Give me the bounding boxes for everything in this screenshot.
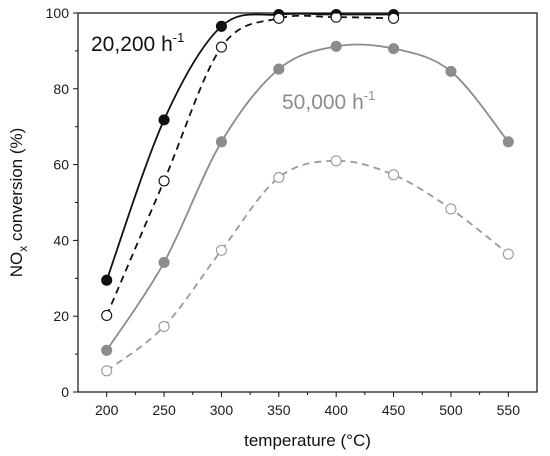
annotation-50000: 50,000 h-1 — [282, 88, 375, 114]
series-4-point — [502, 248, 514, 260]
x-tick-label: 400 — [325, 402, 349, 418]
y-axis: 0 20 40 60 80 100 — [46, 5, 78, 400]
series-3-point — [330, 40, 342, 52]
annotation-50000-sup: -1 — [364, 88, 376, 103]
y-axis-title-main: NO — [7, 252, 26, 278]
y-tick-label: 0 — [61, 384, 69, 400]
x-axis: 200 250 300 350 400 450 500 550 — [95, 392, 520, 418]
series-4-point — [273, 171, 285, 184]
x-tick-label: 500 — [439, 402, 463, 418]
series-1-point — [158, 114, 170, 126]
x-tick-label: 550 — [497, 402, 521, 418]
series-4-point — [158, 320, 170, 332]
series-3-point — [101, 344, 113, 356]
x-tick-label: 300 — [210, 402, 234, 418]
series-4-point — [330, 155, 342, 167]
annotation-20200: 20,200 h-1 — [91, 30, 184, 56]
y-tick-label: 60 — [53, 157, 69, 173]
series-3-point — [502, 136, 514, 148]
y-axis-title-subscript: x — [16, 246, 30, 252]
annotation-20200-sup: -1 — [173, 30, 185, 45]
y-tick-label: 80 — [53, 81, 69, 97]
y-axis-title-rest: conversion (%) — [7, 128, 26, 246]
series-2-point — [273, 12, 285, 24]
annotation-50000-base: 50,000 h — [282, 91, 364, 114]
series-2-line — [105, 14, 394, 316]
series-1-point — [215, 20, 227, 32]
series-3-point — [388, 43, 400, 55]
series-2-point — [101, 309, 113, 321]
series-4-point — [101, 365, 113, 377]
plot-frame — [77, 12, 538, 393]
x-tick-label: 200 — [95, 402, 119, 418]
series-2-point — [215, 41, 227, 53]
series-2-point — [330, 11, 342, 23]
x-tick-label: 450 — [382, 402, 406, 418]
x-axis-title: temperature (°C) — [244, 431, 371, 450]
y-tick-label: 20 — [53, 308, 69, 324]
series-4-point — [388, 169, 400, 181]
series-3-point — [215, 136, 227, 148]
series-4-point — [445, 203, 457, 215]
y-axis-title: NOx conversion (%) — [7, 128, 30, 278]
y-tick-label: 100 — [46, 5, 70, 21]
series-1-point — [101, 274, 113, 286]
series-markers — [101, 8, 514, 377]
x-tick-label: 250 — [152, 402, 176, 418]
series-2-point — [158, 175, 170, 187]
series-3-point — [273, 63, 285, 75]
series-3-point — [158, 256, 170, 268]
series-4-line — [106, 159, 509, 372]
annotation-20200-base: 20,200 h — [91, 33, 173, 56]
series-3-point — [445, 65, 457, 77]
series-2-point — [388, 12, 400, 24]
x-tick-label: 350 — [267, 402, 291, 418]
series-4-point — [215, 244, 227, 256]
y-tick-label: 40 — [53, 232, 69, 248]
